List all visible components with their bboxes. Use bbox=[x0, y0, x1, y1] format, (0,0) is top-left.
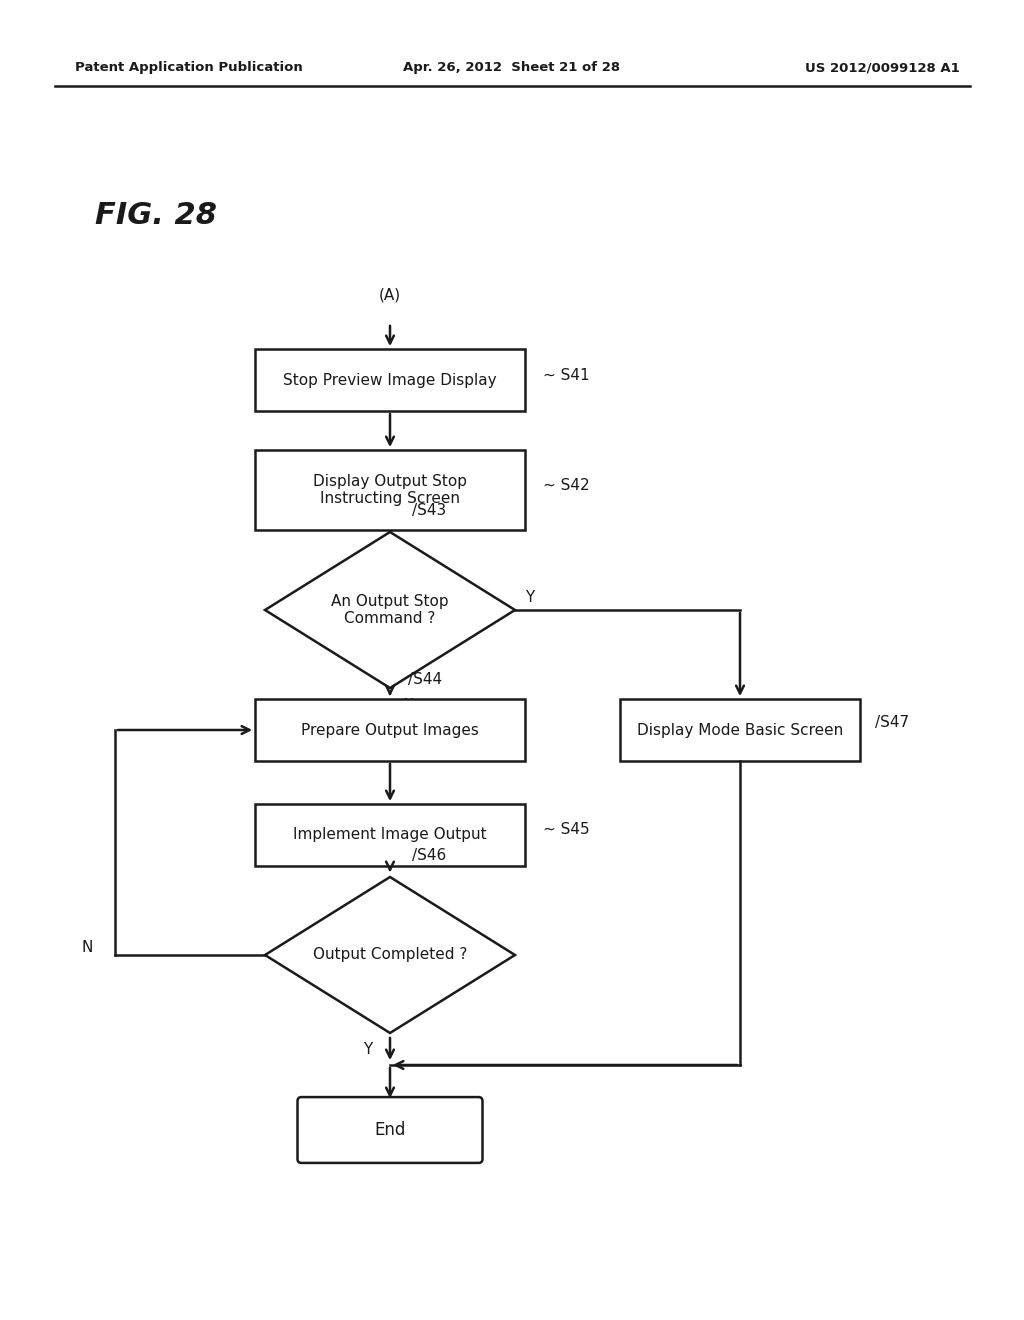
Text: US 2012/0099128 A1: US 2012/0099128 A1 bbox=[805, 62, 961, 74]
Text: (A): (A) bbox=[379, 288, 401, 302]
Text: ~ S42: ~ S42 bbox=[543, 478, 590, 492]
Text: Display Mode Basic Screen: Display Mode Basic Screen bbox=[637, 722, 843, 738]
Text: Y: Y bbox=[362, 1043, 372, 1057]
Text: Patent Application Publication: Patent Application Publication bbox=[75, 62, 303, 74]
Text: /S47: /S47 bbox=[874, 714, 909, 730]
Text: Prepare Output Images: Prepare Output Images bbox=[301, 722, 479, 738]
Bar bbox=[620, 700, 860, 762]
Text: ~ S45: ~ S45 bbox=[543, 822, 590, 837]
Text: Display Output Stop
Instructing Screen: Display Output Stop Instructing Screen bbox=[313, 474, 467, 506]
Text: /S46: /S46 bbox=[412, 847, 446, 863]
Text: Apr. 26, 2012  Sheet 21 of 28: Apr. 26, 2012 Sheet 21 of 28 bbox=[403, 62, 621, 74]
Text: Implement Image Output: Implement Image Output bbox=[293, 828, 486, 842]
Polygon shape bbox=[265, 532, 515, 688]
Bar bbox=[255, 700, 525, 762]
Text: Stop Preview Image Display: Stop Preview Image Display bbox=[284, 372, 497, 388]
Text: N: N bbox=[82, 940, 93, 954]
Bar bbox=[255, 348, 525, 411]
Text: Y: Y bbox=[525, 590, 535, 606]
Polygon shape bbox=[265, 876, 515, 1034]
Text: Output Completed ?: Output Completed ? bbox=[312, 948, 467, 962]
Text: /S43: /S43 bbox=[412, 503, 446, 517]
FancyBboxPatch shape bbox=[298, 1097, 482, 1163]
Bar bbox=[255, 804, 525, 866]
Text: ~ S41: ~ S41 bbox=[543, 367, 590, 383]
Text: N: N bbox=[402, 697, 414, 713]
Text: End: End bbox=[375, 1121, 406, 1139]
Text: FIG. 28: FIG. 28 bbox=[95, 201, 217, 230]
Text: An Output Stop
Command ?: An Output Stop Command ? bbox=[331, 594, 449, 626]
Bar bbox=[255, 450, 525, 531]
Text: /S44: /S44 bbox=[408, 672, 442, 686]
